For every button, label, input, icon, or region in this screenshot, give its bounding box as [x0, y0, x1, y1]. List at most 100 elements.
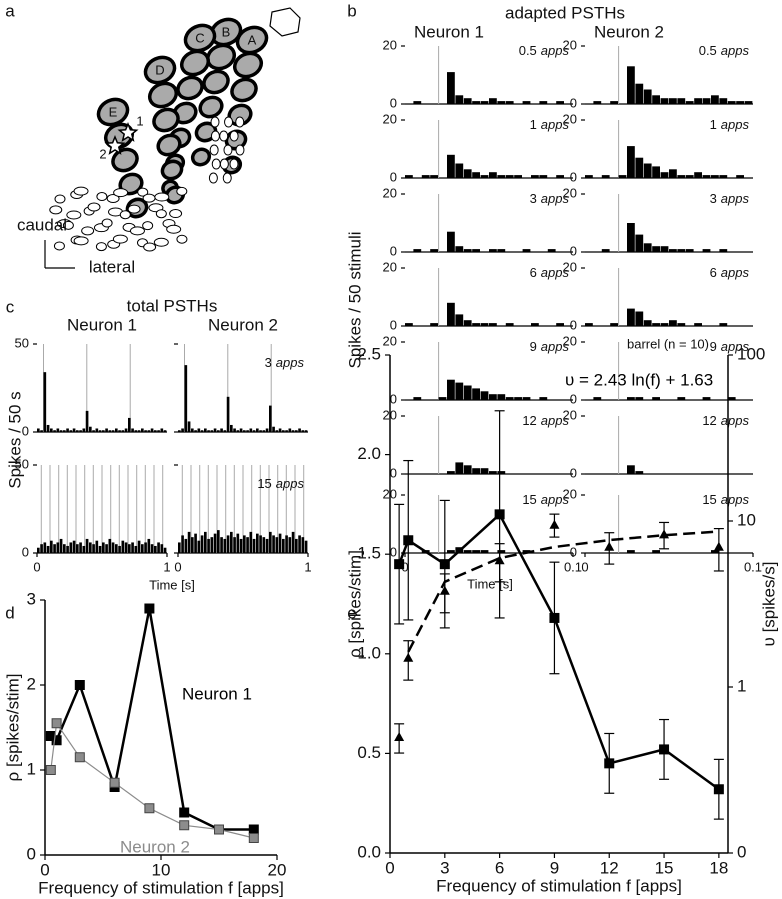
histogram-bar — [278, 533, 282, 553]
histogram-bar — [301, 537, 305, 553]
histogram-bar — [181, 428, 184, 432]
histogram-bar — [147, 538, 151, 553]
histogram-bar — [98, 545, 102, 553]
histogram-bar — [677, 98, 686, 104]
histogram-bar — [472, 249, 480, 252]
histogram-bar — [105, 544, 108, 553]
orientation-label: caudal — [17, 215, 67, 234]
histogram-bar — [635, 311, 644, 326]
histogram-bar — [455, 163, 464, 178]
y-tick-label: 20 — [563, 333, 577, 348]
data-point — [604, 758, 615, 769]
histogram-bar — [298, 428, 301, 432]
histogram-bar — [200, 430, 204, 432]
histogram-bar — [207, 430, 210, 432]
panel-label: a — [5, 1, 15, 20]
histogram-bar — [252, 430, 256, 432]
y-axis-label: ρ [spikes/stim] — [3, 674, 22, 782]
histogram-bar — [480, 468, 489, 474]
histogram-bar — [719, 98, 728, 104]
histogram-bar — [447, 231, 455, 252]
histogram-bar — [95, 428, 99, 432]
data-point — [45, 765, 56, 775]
histogram-bar — [719, 323, 728, 326]
rate-value: 12 — [702, 413, 716, 428]
histogram-bar — [480, 323, 489, 326]
histogram-bar — [685, 249, 694, 252]
rate-unit: apps — [541, 265, 570, 280]
histogram-bar — [92, 544, 95, 553]
histogram-bar — [413, 101, 422, 104]
histogram-bar — [249, 531, 253, 553]
histogram-bar — [217, 530, 220, 553]
x-tick-label: 0 — [581, 559, 588, 574]
histogram-bar — [95, 540, 99, 553]
data-point — [248, 833, 259, 843]
histogram-bar — [236, 430, 240, 432]
panel-label: c — [6, 297, 15, 316]
histogram-bar — [727, 397, 736, 400]
histogram-bar — [627, 465, 635, 474]
histogram-bar — [652, 95, 660, 104]
rate-value: 3 — [530, 191, 537, 206]
histogram-bar — [736, 175, 744, 178]
histogram-bar — [154, 430, 157, 432]
x-tick-label: 3 — [440, 858, 449, 877]
septal-barrel — [219, 130, 229, 142]
histogram-bar — [137, 430, 141, 432]
histogram-bar — [37, 428, 40, 432]
histogram-bar — [489, 98, 497, 104]
histogram-bar — [413, 249, 422, 252]
histogram-bar — [98, 430, 102, 432]
histogram-bar — [711, 95, 719, 104]
histogram-bar — [652, 246, 660, 252]
y-axis-label: Spikes / 50 stimuli — [345, 232, 364, 369]
x-tick-label: 12 — [600, 858, 619, 877]
histogram-bar — [111, 542, 115, 553]
histogram-bar — [719, 249, 728, 252]
y2-tick-label: 100 — [737, 344, 765, 363]
histogram-bar — [150, 544, 154, 553]
histogram-bar — [115, 544, 118, 553]
y-tick-label: 0 — [570, 465, 577, 480]
orientation-label: lateral — [89, 257, 135, 276]
histogram-bar — [184, 365, 188, 432]
y-tick-label: 20 — [383, 333, 397, 348]
histogram-bar — [531, 175, 539, 178]
histogram-bar — [134, 545, 138, 553]
histogram-bar — [230, 531, 233, 553]
histogram-bar — [76, 544, 79, 553]
recording-site — [117, 122, 139, 142]
histogram-bar — [43, 542, 47, 553]
histogram-bar — [157, 542, 160, 553]
rate-value: 12 — [522, 413, 536, 428]
histogram-bar — [610, 101, 618, 104]
septal-barrel — [153, 237, 169, 247]
septal-barrel — [113, 188, 129, 198]
histogram-bar — [480, 175, 489, 178]
histogram-bar — [204, 531, 207, 553]
histogram-bar — [405, 175, 413, 178]
histogram-bar — [421, 175, 430, 178]
histogram-bar — [455, 95, 464, 104]
histogram-bar — [556, 323, 564, 326]
histogram-bar — [118, 545, 121, 553]
histogram-bar — [489, 471, 497, 474]
y2-axis-label: υ [spikes/s] — [759, 562, 778, 647]
rate-label: 15 apps — [257, 476, 304, 491]
data-point — [494, 509, 505, 520]
histogram-bar — [82, 428, 86, 432]
rate-unit: apps — [541, 117, 570, 132]
histogram-bar — [677, 323, 686, 326]
histogram-bar — [85, 410, 89, 432]
x-tick-label: 1 — [304, 559, 311, 574]
barrel — [190, 147, 212, 167]
septal-barrel — [87, 202, 101, 212]
histogram-bar — [489, 249, 497, 252]
rate-value: 0.5 — [699, 43, 717, 58]
septal-barrel — [211, 158, 221, 170]
histogram-bar — [463, 98, 472, 104]
column-title: Neuron 1 — [414, 22, 484, 41]
rate-label: 0.5 apps — [519, 43, 570, 58]
histogram-bar — [677, 249, 686, 252]
